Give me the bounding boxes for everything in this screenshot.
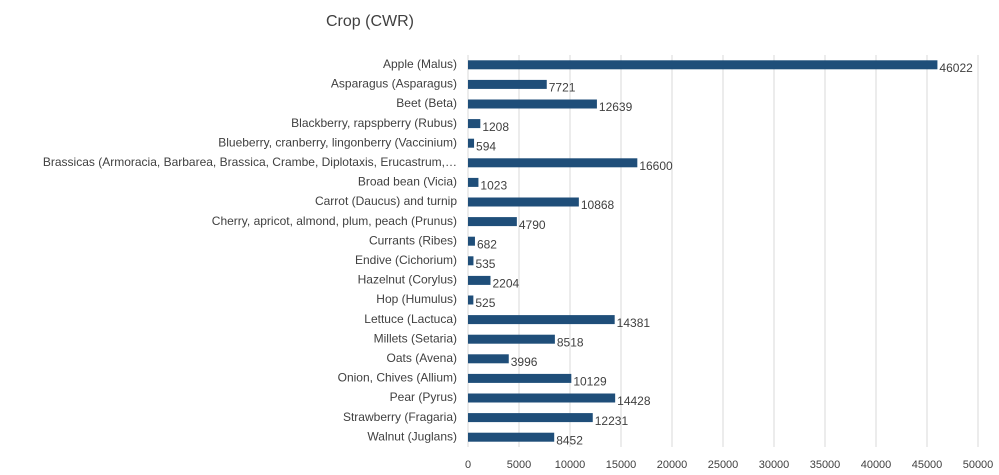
- y-tick-label: Endive (Cichorium): [355, 253, 457, 267]
- data-label: 8452: [556, 433, 583, 447]
- bar: [468, 177, 479, 187]
- x-tick-label: 35000: [810, 459, 841, 471]
- y-tick-label: Hop (Humulus): [376, 292, 457, 306]
- data-label: 10129: [573, 375, 607, 389]
- bar: [468, 79, 547, 89]
- data-label: 4790: [519, 218, 546, 232]
- bar: [468, 354, 509, 364]
- bar: [468, 99, 597, 109]
- y-tick-label: Strawberry (Fragaria): [343, 410, 457, 424]
- bar: [468, 138, 475, 148]
- y-tick-label: Hazelnut (Corylus): [358, 273, 457, 287]
- x-tick-label: 5000: [507, 459, 531, 471]
- y-tick-label: Pear (Pyrus): [390, 390, 457, 404]
- y-tick-label: Brassicas (Armoracia, Barbarea, Brassica…: [43, 155, 457, 169]
- data-label: 1208: [482, 120, 509, 134]
- data-label: 46022: [939, 61, 973, 75]
- bar: [468, 236, 475, 246]
- bar: [468, 217, 517, 227]
- y-tick-label: Beet (Beta): [396, 96, 457, 110]
- y-tick-label: Apple (Malus): [383, 57, 457, 71]
- data-label: 14381: [617, 316, 651, 330]
- data-label: 594: [476, 139, 496, 153]
- y-tick-label: Walnut (Juglans): [367, 429, 457, 443]
- chart-title: Crop (CWR): [326, 13, 414, 30]
- bar: [468, 275, 491, 285]
- bar: [468, 158, 638, 168]
- y-tick-label: Lettuce (Lactuca): [364, 312, 457, 326]
- x-tick-label: 20000: [657, 459, 688, 471]
- y-tick-label: Asparagus (Asparagus): [331, 77, 457, 91]
- y-tick-label: Onion, Chives (Allium): [338, 371, 457, 385]
- bar: [468, 413, 593, 423]
- y-tick-label: Oats (Avena): [387, 351, 457, 365]
- x-tick-label: 30000: [759, 459, 790, 471]
- bar: [468, 119, 481, 129]
- bar: [468, 432, 555, 442]
- data-label: 2204: [492, 277, 519, 291]
- bar: [468, 315, 615, 325]
- y-tick-label: Carrot (Daucus) and turnip: [315, 194, 457, 208]
- x-tick-label: 25000: [708, 459, 739, 471]
- x-tick-label: 50000: [963, 459, 994, 471]
- data-label: 12639: [599, 100, 633, 114]
- data-label: 10868: [581, 198, 615, 212]
- bar: [468, 256, 474, 266]
- bar: [468, 373, 572, 383]
- y-tick-label: Blueberry, cranberry, lingonberry (Vacci…: [218, 135, 457, 149]
- data-label: 14428: [617, 394, 651, 408]
- data-label: 8518: [557, 335, 584, 349]
- bar: [468, 197, 579, 207]
- bar: [468, 295, 474, 305]
- data-label: 535: [475, 257, 495, 271]
- y-tick-label: Cherry, apricot, almond, plum, peach (Pr…: [212, 214, 457, 228]
- data-label: 1023: [480, 179, 507, 193]
- x-tick-label: 10000: [555, 459, 586, 471]
- bar: [468, 334, 555, 344]
- x-tick-label: 45000: [912, 459, 943, 471]
- x-tick-label: 15000: [606, 459, 637, 471]
- y-tick-label: Broad bean (Vicia): [358, 175, 457, 189]
- data-label: 525: [475, 296, 495, 310]
- y-tick-label: Currants (Ribes): [369, 233, 457, 247]
- bar: [468, 393, 616, 403]
- x-tick-label: 40000: [861, 459, 892, 471]
- y-tick-label: Millets (Setaria): [374, 331, 457, 345]
- bar: [468, 60, 938, 70]
- data-label: 682: [477, 237, 497, 251]
- y-tick-label: Blackberry, rapspberry (Rubus): [291, 116, 457, 130]
- x-tick-label: 0: [465, 459, 471, 471]
- data-label: 7721: [549, 81, 576, 95]
- data-label: 3996: [511, 355, 538, 369]
- data-label: 12231: [595, 414, 629, 428]
- data-label: 16600: [639, 159, 673, 173]
